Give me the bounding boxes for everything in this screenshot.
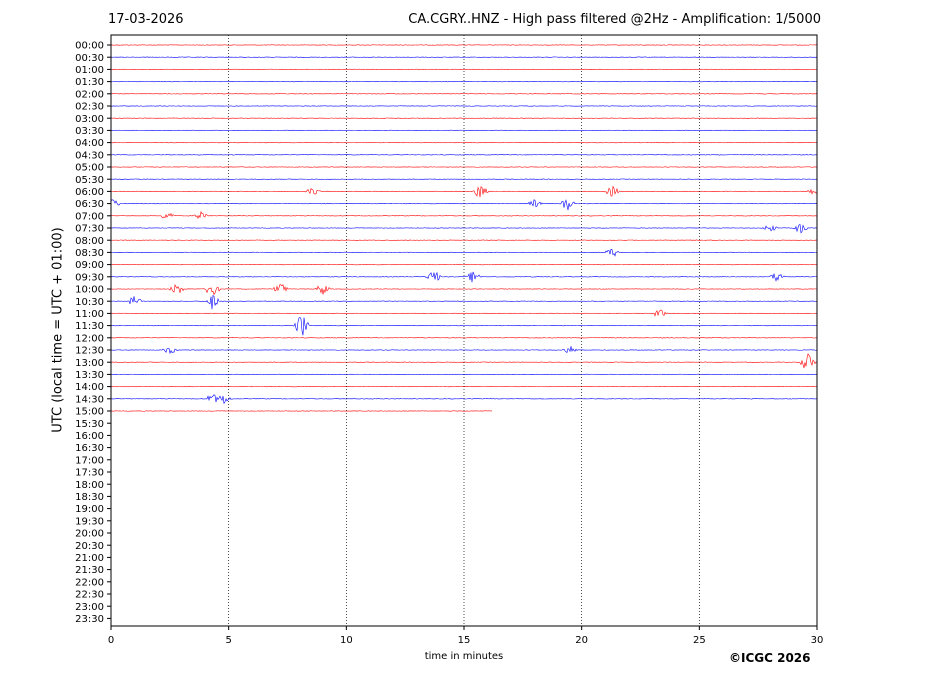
y-tick-label-1330: 13:30 (75, 370, 104, 381)
trace-0300 (110, 117, 818, 119)
x-tick-label-20: 20 (575, 635, 588, 646)
x-tick-label-5: 5 (225, 635, 231, 646)
trace-1130 (110, 317, 818, 336)
y-tick-label-0330: 03:30 (75, 126, 104, 137)
y-tick-label-0130: 01:30 (75, 77, 104, 88)
trace-1000 (110, 283, 818, 296)
y-tick-label-0900: 09:00 (75, 260, 104, 271)
grid-group (228, 35, 700, 626)
trace-1230 (110, 346, 818, 355)
trace-0930 (110, 271, 818, 283)
y-tick-label-1430: 14:30 (75, 394, 104, 405)
trace-0730 (110, 223, 818, 234)
x-axis-label: time in minutes (424, 651, 504, 662)
y-tick-label-1700: 17:00 (75, 455, 104, 466)
y-tick-label-1830: 18:30 (75, 492, 104, 503)
trace-0130 (110, 81, 818, 83)
trace-1200 (110, 337, 818, 339)
trace-1030 (110, 294, 818, 310)
y-tick-label-1630: 16:30 (75, 443, 104, 454)
y-tick-label-2100: 21:00 (75, 553, 104, 564)
y-tick-label-0430: 04:30 (75, 150, 104, 161)
trace-0330 (110, 129, 818, 131)
x-tick-label-10: 10 (340, 635, 353, 646)
y-tick-label-2200: 22:00 (75, 577, 104, 588)
y-tick-label-0200: 02:00 (75, 89, 104, 100)
trace-1430 (110, 394, 818, 405)
y-tick-label-1930: 19:30 (75, 516, 104, 527)
y-tick-label-1800: 18:00 (75, 480, 104, 491)
trace-0100 (110, 68, 818, 70)
y-tick-label-0400: 04:00 (75, 138, 104, 149)
trace-0030 (110, 56, 818, 58)
x-tick-label-30: 30 (811, 635, 824, 646)
y-tick-label-0730: 07:30 (75, 224, 104, 235)
y-tick-label-0600: 06:00 (75, 187, 104, 198)
plot-frame (110, 34, 818, 627)
trace-1500 (110, 410, 493, 412)
y-tick-label-0030: 00:30 (75, 53, 104, 64)
y-tick-label-0300: 03:00 (75, 114, 104, 125)
y-tick-label-1130: 11:30 (75, 321, 104, 332)
y-tick-label-0830: 08:30 (75, 248, 104, 259)
x-tick-label-15: 15 (458, 635, 471, 646)
y-tick-label-1030: 10:30 (75, 297, 104, 308)
y-tick-label-2030: 20:30 (75, 541, 104, 552)
date-label: 17-03-2026 (108, 12, 184, 27)
trace-0630 (110, 199, 818, 211)
trace-0230 (110, 105, 818, 107)
y-tick-label-1900: 19:00 (75, 504, 104, 515)
trace-0200 (110, 93, 818, 95)
y-tick-label-1500: 15:00 (75, 407, 104, 418)
y-tick-label-1400: 14:00 (75, 382, 104, 393)
y-tick-label-0800: 08:00 (75, 236, 104, 247)
x-tick-label-25: 25 (693, 635, 706, 646)
y-tick-label-0500: 05:00 (75, 163, 104, 174)
y-tick-label-2000: 20:00 (75, 529, 104, 540)
y-tick-label-0000: 00:00 (75, 41, 104, 52)
y-tick-label-0930: 09:30 (75, 272, 104, 283)
y-tick-label-1300: 13:00 (75, 358, 104, 369)
y-tick-label-1530: 15:30 (75, 419, 104, 430)
y-tick-label-2300: 23:00 (75, 602, 104, 613)
y-tick-label-1200: 12:00 (75, 333, 104, 344)
trace-0430 (110, 154, 818, 156)
y-tick-label-2330: 23:30 (75, 614, 104, 625)
trace-0830 (110, 248, 818, 257)
y-tick-label-0100: 01:00 (75, 65, 104, 76)
y-tick-label-1000: 10:00 (75, 285, 104, 296)
traces-group (110, 44, 818, 412)
copyright-label: ©ICGC 2026 (729, 651, 811, 665)
y-tick-label-0530: 05:30 (75, 175, 104, 186)
trace-0900 (110, 264, 818, 266)
y-tick-label-2130: 21:30 (75, 565, 104, 576)
y-tick-label-0230: 02:30 (75, 102, 104, 113)
y-tick-label-1100: 11:00 (75, 309, 104, 320)
x-tick-label-0: 0 (108, 635, 114, 646)
trace-1100 (110, 309, 818, 317)
y-tick-label-1730: 17:30 (75, 468, 104, 479)
y-tick-label-0630: 06:30 (75, 199, 104, 210)
trace-0400 (110, 142, 818, 144)
y-tick-label-1230: 12:30 (75, 346, 104, 357)
y-tick-label-0700: 07:00 (75, 211, 104, 222)
y-tick-label-1600: 16:00 (75, 431, 104, 442)
trace-0800 (110, 239, 818, 241)
y-tick-label-2230: 22:30 (75, 590, 104, 601)
chart-title: CA.CGRY..HNZ - High pass filtered @2Hz -… (408, 12, 821, 27)
